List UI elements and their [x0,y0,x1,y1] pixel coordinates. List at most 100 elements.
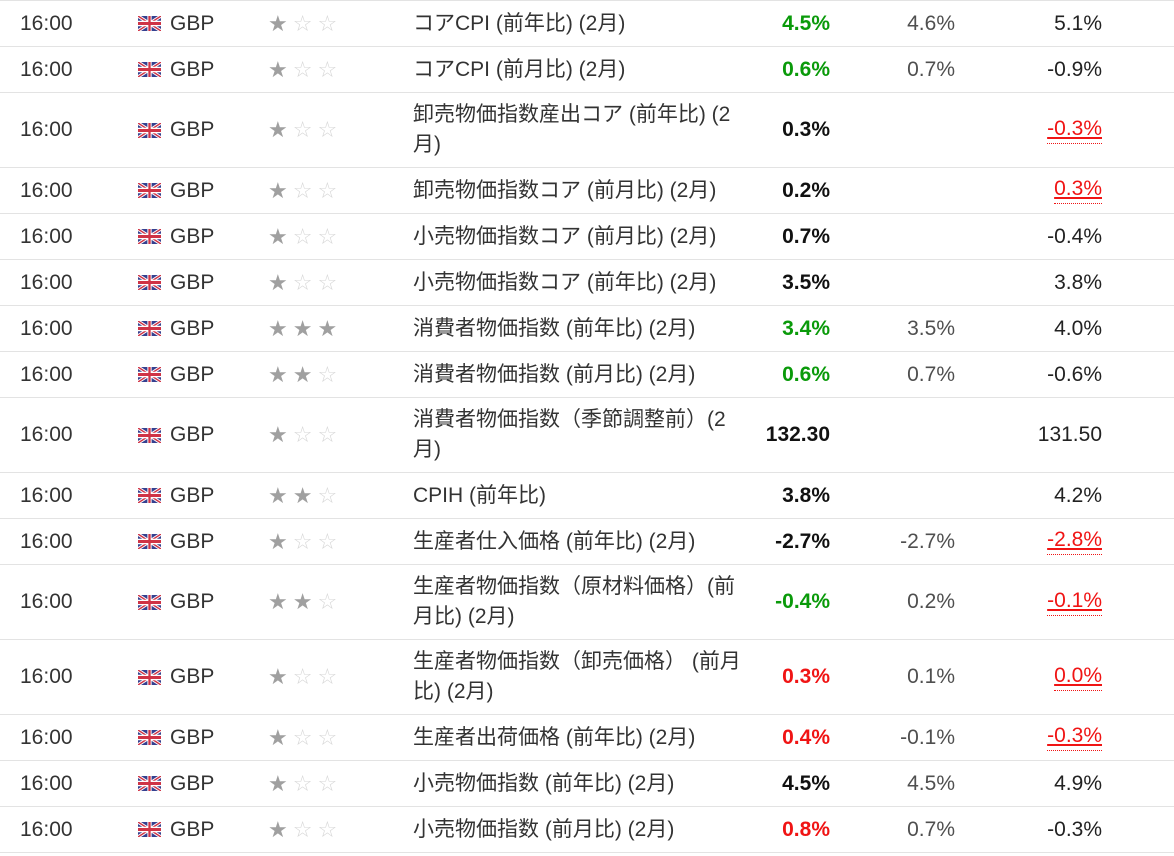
importance-stars: ★☆☆ [268,770,413,796]
uk-flag-icon [138,427,161,443]
currency-code: GBP [170,817,215,841]
importance-stars: ★☆☆ [268,271,413,294]
star-empty-icon: ☆ [292,528,318,554]
calendar-event-row[interactable]: 16:00 GBP ★★☆ CPIH (前年比) 3.8% 4.2% [0,473,1174,519]
currency-cell: GBP [138,58,268,82]
forecast-value: -2.7% [900,529,955,553]
previous-value-revised[interactable]: -0.3% [1047,724,1102,751]
uk-flag-icon [138,122,161,138]
calendar-event-row[interactable]: 16:00 GBP ★★★ 消費者物価指数 (前年比) (2月) 3.4% 3.… [0,306,1174,352]
previous-value-revised[interactable]: 0.0% [1054,664,1102,691]
calendar-event-row[interactable]: 16:00 GBP ★☆☆ 生産者出荷価格 (前年比) (2月) 0.4% -0… [0,715,1174,761]
event-time: 16:00 [20,270,73,294]
previous-value-revised[interactable]: 0.3% [1054,177,1102,204]
currency-cell: GBP [138,271,268,295]
event-name[interactable]: 生産者仕入価格 (前年比) (2月) [413,529,696,553]
calendar-event-row[interactable]: 16:00 GBP ★☆☆ 小売物価指数 (前年比) (2月) 4.5% 4.5… [0,761,1174,807]
event-time: 16:00 [20,178,73,202]
forecast-value: 0.1% [907,665,955,688]
star-empty-icon: ☆ [292,177,318,203]
actual-value: 0.6% [782,57,830,81]
forecast-value [842,179,967,203]
actual-value: 0.6% [782,362,830,386]
event-time: 16:00 [20,316,73,340]
importance-stars: ★☆☆ [268,528,413,554]
importance-stars: ★☆☆ [268,818,413,841]
currency-cell: GBP [138,726,268,750]
event-name[interactable]: 消費者物価指数 (前年比) (2月) [413,316,696,340]
actual-value: 0.7% [782,224,830,248]
star-empty-icon: ☆ [317,482,343,508]
star-filled-icon: ★ [268,10,293,36]
previous-value: 3.8% [1054,270,1102,294]
event-name[interactable]: 小売物価指数コア (前月比) (2月) [413,224,717,248]
importance-stars: ★☆☆ [268,225,413,248]
currency-cell: GBP [138,179,268,203]
event-name[interactable]: 生産者物価指数（原材料価格）(前月比) (2月) [413,575,735,628]
star-empty-icon: ☆ [317,528,343,554]
calendar-event-row[interactable]: 16:00 GBP ★☆☆ 卸売物価指数産出コア (前年比) (2月) 0.3%… [0,93,1174,168]
previous-value: -0.3% [1047,817,1102,841]
calendar-event-row[interactable]: 16:00 GBP ★☆☆ 小売物価指数 (前月比) (2月) 0.8% 0.7… [0,807,1174,853]
previous-value: 4.9% [1054,771,1102,795]
star-filled-icon: ★ [268,528,293,554]
uk-flag-icon [138,321,161,336]
event-time: 16:00 [20,118,73,141]
calendar-event-row[interactable]: 16:00 GBP ★☆☆ 生産者物価指数（卸売価格） (前月比) (2月) 0… [0,640,1174,715]
calendar-event-row[interactable]: 16:00 GBP ★☆☆ 生産者仕入価格 (前年比) (2月) -2.7% -… [0,519,1174,565]
uk-flag-icon [138,367,161,382]
currency-cell: GBP [138,12,268,36]
calendar-event-row[interactable]: 16:00 GBP ★☆☆ コアCPI (前年比) (2月) 4.5% 4.6%… [0,1,1174,47]
star-empty-icon: ☆ [292,770,318,796]
event-name[interactable]: CPIH (前年比) [413,483,546,507]
forecast-value [842,484,967,508]
importance-stars: ★☆☆ [268,726,413,749]
previous-value-revised[interactable]: -0.3% [1047,117,1102,144]
event-name[interactable]: コアCPI (前月比) (2月) [413,57,626,81]
currency-code: GBP [170,423,215,446]
calendar-event-row[interactable]: 16:00 GBP ★☆☆ 小売物価指数コア (前月比) (2月) 0.7% -… [0,214,1174,260]
previous-value-revised[interactable]: -2.8% [1047,528,1102,555]
event-name[interactable]: 小売物価指数コア (前年比) (2月) [413,270,717,294]
currency-code: GBP [170,270,215,294]
forecast-value: 0.7% [907,817,955,841]
event-name[interactable]: 卸売物価指数コア (前月比) (2月) [413,178,717,202]
calendar-event-row[interactable]: 16:00 GBP ★☆☆ 消費者物価指数（季節調整前）(2月) 132.30 … [0,398,1174,473]
star-filled-icon: ★ [292,482,318,508]
uk-flag-icon [138,669,161,685]
importance-stars: ★★☆ [268,482,413,508]
actual-value: 3.8% [782,483,830,507]
calendar-event-row[interactable]: 16:00 GBP ★☆☆ 小売物価指数コア (前年比) (2月) 3.5% 3… [0,260,1174,306]
calendar-event-row[interactable]: 16:00 GBP ★★☆ 消費者物価指数 (前月比) (2月) 0.6% 0.… [0,352,1174,398]
calendar-event-row[interactable]: 16:00 GBP ★★☆ 生産者物価指数（原材料価格）(前月比) (2月) -… [0,565,1174,640]
previous-value: -0.3% [967,117,1114,144]
forecast-value: 0.7% [907,362,955,386]
calendar-event-row[interactable]: 16:00 GBP ★☆☆ 卸売物価指数コア (前月比) (2月) 0.2% 0… [0,168,1174,214]
previous-value: -0.3% [967,724,1114,751]
currency-cell: GBP [138,818,268,842]
actual-value: 0.3% [782,118,830,141]
event-name[interactable]: 小売物価指数 (前月比) (2月) [413,817,675,841]
previous-value: -0.6% [1047,362,1102,386]
currency-code: GBP [170,483,215,507]
event-name[interactable]: 消費者物価指数 (前月比) (2月) [413,362,696,386]
event-name[interactable]: コアCPI (前年比) (2月) [413,11,626,35]
event-name[interactable]: 生産者物価指数（卸売価格） (前月比) (2月) [413,650,741,703]
currency-code: GBP [170,590,215,613]
star-filled-icon: ★ [317,315,343,341]
event-name[interactable]: 消費者物価指数（季節調整前）(2月) [413,408,726,461]
actual-value: 3.5% [782,270,830,294]
forecast-value [842,423,967,447]
calendar-event-row[interactable]: 16:00 GBP ★☆☆ コアCPI (前月比) (2月) 0.6% 0.7%… [0,47,1174,93]
previous-value: 4.2% [1054,483,1102,507]
event-name[interactable]: 卸売物価指数産出コア (前年比) (2月) [413,103,731,156]
event-name[interactable]: 小売物価指数 (前年比) (2月) [413,771,675,795]
currency-code: GBP [170,362,215,386]
importance-stars: ★★★ [268,315,413,341]
event-name[interactable]: 生産者出荷価格 (前年比) (2月) [413,725,696,749]
uk-flag-icon [138,275,161,290]
event-time: 16:00 [20,725,73,749]
previous-value-revised[interactable]: -0.1% [1047,589,1102,616]
importance-stars: ★☆☆ [268,424,413,446]
forecast-value [842,271,967,295]
